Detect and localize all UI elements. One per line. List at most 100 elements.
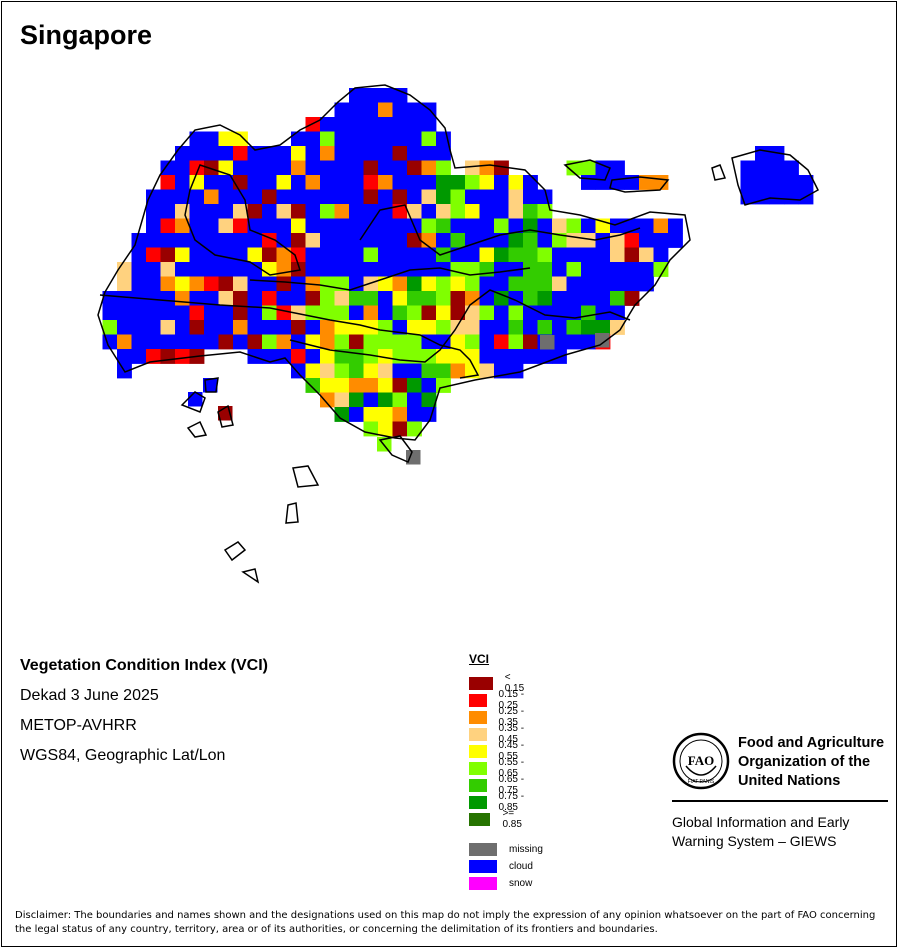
fao-name: Food and Agriculture Organization of the… [738,734,898,791]
vci-cell [262,291,277,306]
vci-cell [320,276,335,292]
vci-cell [479,262,495,277]
vci-cell [392,421,408,437]
vci-cell [334,218,350,234]
vci-cell [378,88,393,103]
vci-cell [276,233,292,248]
vci-cell [363,189,379,205]
vci-cell [305,320,321,335]
vci-cell [653,218,669,234]
vci-cell [450,349,466,364]
vci-cell [334,262,350,277]
vci-cell [291,291,306,306]
vci-cell [189,160,205,176]
vci-cell [581,320,596,335]
vci-cell [494,305,509,321]
vci-cell [218,131,234,147]
vci-cell [305,262,321,277]
vci-cell [421,291,437,306]
vci-cell [291,247,306,263]
vci-cell [233,291,248,306]
vci-cell [479,349,495,364]
vci-cell [566,218,582,234]
vci-cell [305,334,321,350]
vci-cell [189,262,205,277]
legend-item: cloud [469,860,533,873]
vci-cell [349,305,364,321]
vci-cell [204,189,219,205]
vci-cell [465,291,480,306]
vci-cell [479,189,495,205]
vci-cell [523,276,538,292]
legend-item: 0.35 - 0.45 [469,723,528,745]
vci-cell [523,334,538,350]
vci-cell [363,131,379,147]
vci-cell [523,262,538,277]
legend-swatch [469,727,487,741]
vci-cell [146,189,161,205]
vci-cell [798,175,814,190]
legend-swatch [469,877,497,890]
vci-cell [581,262,596,277]
vci-cell [450,334,466,350]
vci-cell [392,131,408,147]
vci-cell [320,334,335,350]
vci-cell [218,305,234,321]
legend-swatch [469,860,497,873]
vci-cell [436,146,451,161]
vci-cell [247,175,263,190]
vci-cell [349,262,364,277]
vci-cell [276,146,292,161]
vci-cell [160,233,176,248]
vci-cell [262,276,277,292]
vci-cell [392,160,408,176]
vci-cell [204,233,219,248]
vci-cell [523,189,538,205]
vci-cell [581,291,596,306]
vci-cell [378,262,393,277]
vci-cell [363,305,379,321]
vci-cell [363,233,379,248]
vci-cell [117,291,132,306]
vci-cell [407,117,422,132]
vci-cell [392,204,408,219]
vci-cell [218,334,234,350]
vci-cell [291,320,306,335]
vci-cell [175,262,190,277]
vci-cell [392,262,408,277]
vci-cell [218,247,234,263]
vci-cell [769,160,785,176]
vci-cell [421,363,437,379]
vci-cell [610,262,625,277]
vci-cell [262,146,277,161]
vci-cell [465,218,480,234]
vci-cell [392,276,408,292]
vci-cell [349,378,364,393]
vci-cell [436,175,451,190]
vci-cell [204,204,219,219]
vci-cell [305,175,321,190]
vci-cell [610,320,625,335]
legend-item: 0.15 - 0.25 [469,689,528,711]
vci-cell [610,218,625,234]
vci-cell [378,117,393,132]
legend-label: 0.65 - 0.75 [498,774,525,796]
vci-cell [624,291,640,306]
vci-cell [566,305,582,321]
vci-cell [305,378,321,393]
vci-cell [552,233,567,248]
vci-cell [537,291,553,306]
legend-item: 0.25 - 0.35 [469,706,528,728]
inner-outline-5 [249,267,531,291]
legend-item: < 0.15 [469,672,528,694]
legend-label: 0.75 - 0.85 [498,791,525,813]
vci-cell [639,262,654,277]
giews-label: Global Information and Early Warning Sys… [672,813,900,851]
vci-cell [421,204,437,219]
vci-cell [160,175,176,190]
vci-cell [160,291,176,306]
vci-cell [276,262,292,277]
vci-cell [160,247,176,263]
vci-cell [233,276,248,292]
vci-cell [131,334,147,350]
